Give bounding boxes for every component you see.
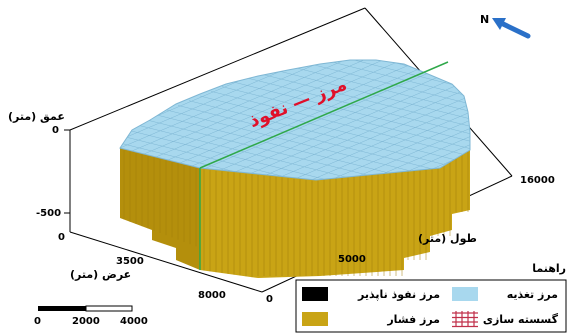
scale-bar: 0 2000 4000 xyxy=(34,305,148,327)
width-axis: 0 3500 عرض (متر) 8000 xyxy=(58,232,226,301)
legend-label-pressure: مرز فشار xyxy=(386,313,440,326)
north-label: N xyxy=(480,13,489,26)
north-arrow: N xyxy=(480,13,531,39)
legend: راهنما مرز تغذیه مرز نفوذ ناپذیر گسسته س… xyxy=(295,262,567,333)
scale-bar-segment-dark xyxy=(38,306,86,311)
depth-axis-label: عمق (متر) xyxy=(8,110,65,123)
width-axis-label: عرض (متر) xyxy=(70,268,131,281)
length-axis-label: طول (متر) xyxy=(418,232,477,245)
scale-bar-segment-light xyxy=(85,305,133,312)
width-tick-1: 3500 xyxy=(116,256,144,267)
north-arrow-icon xyxy=(492,18,531,39)
scale-tick-0: 0 xyxy=(34,316,41,327)
legend-swatch-impermeable xyxy=(302,287,328,301)
pressure-boundary-front-face xyxy=(200,150,470,278)
length-tick-0: 0 xyxy=(266,294,273,305)
legend-label-recharge: مرز تغذیه xyxy=(507,288,558,301)
scale-tick-1: 2000 xyxy=(72,316,100,327)
length-axis: 0 5000 طول (متر) 16000 xyxy=(266,175,555,305)
legend-title: راهنما xyxy=(532,262,566,275)
legend-frame xyxy=(295,279,567,333)
legend-swatch-pressure xyxy=(302,312,328,326)
depth-axis: عمق (متر) 0 -500 xyxy=(8,110,70,219)
length-tick-1: 5000 xyxy=(338,254,366,265)
box-edge-back-top xyxy=(69,7,366,131)
width-tick-0: 0 xyxy=(58,232,65,243)
side-discretization-grid xyxy=(123,150,469,278)
legend-label-impermeable: مرز نفوذ ناپذیر xyxy=(357,288,440,301)
legend-label-discretization: گسسته سازی xyxy=(483,313,559,326)
section-line xyxy=(199,61,449,169)
scale-tick-2: 4000 xyxy=(120,316,148,327)
box-edge-front-bottom xyxy=(69,231,263,293)
length-tick-2: 16000 xyxy=(520,175,555,186)
width-tick-2: 8000 xyxy=(198,290,226,301)
legend-grid-icon xyxy=(452,311,478,328)
legend-swatch-recharge xyxy=(452,287,478,301)
depth-tick-0: 0 xyxy=(52,125,59,136)
depth-tick-1: -500 xyxy=(36,208,61,219)
